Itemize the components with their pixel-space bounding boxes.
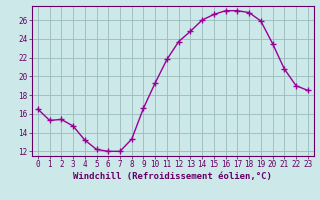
X-axis label: Windchill (Refroidissement éolien,°C): Windchill (Refroidissement éolien,°C) <box>73 172 272 181</box>
